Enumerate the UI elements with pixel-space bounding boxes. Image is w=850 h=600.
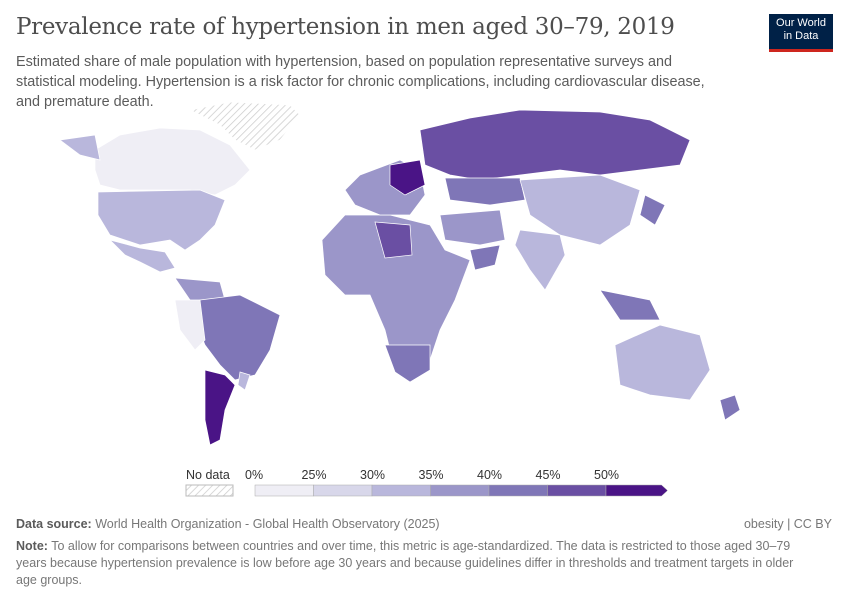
page-title: Prevalence rate of hypertension in men a… [16, 14, 675, 40]
legend-no-data-swatch [185, 484, 234, 497]
logo-line1: Our World [776, 17, 826, 29]
legend-tick: 50% [594, 468, 620, 482]
country-region[interactable] [439, 209, 506, 246]
data-source: Data source: World Health Organization -… [16, 517, 440, 531]
source-text[interactable]: World Health Organization - Global Healt… [95, 517, 440, 531]
country-region[interactable] [639, 194, 666, 226]
logo-line2: in Data [783, 30, 819, 42]
legend-tick: 30% [360, 468, 386, 482]
country-region[interactable] [374, 221, 413, 259]
note-text: To allow for comparisons between countri… [16, 539, 794, 587]
country-region[interactable] [204, 369, 236, 446]
country-region[interactable] [469, 244, 501, 271]
legend-bin-3[interactable] [430, 484, 490, 497]
country-region[interactable] [384, 344, 431, 383]
legend-bin-0[interactable] [254, 484, 314, 497]
country-region[interactable] [237, 371, 251, 391]
legend-no-data-label: No data [186, 468, 230, 482]
country-region[interactable] [514, 229, 566, 291]
source-label: Data source: [16, 517, 92, 531]
owid-logo[interactable]: Our World in Data [769, 14, 833, 52]
country-region[interactable] [59, 134, 101, 161]
country-region[interactable] [94, 127, 251, 196]
country-region[interactable] [174, 299, 206, 351]
country-region[interactable] [444, 177, 526, 206]
legend-bin-4[interactable] [488, 484, 548, 497]
country-region[interactable] [188, 101, 301, 151]
country-region[interactable] [719, 394, 741, 421]
legend-bin-2[interactable] [371, 484, 431, 497]
legend-tick: 45% [535, 468, 561, 482]
legend-bar [185, 484, 668, 497]
world-map[interactable] [0, 100, 850, 460]
country-region[interactable] [108, 239, 176, 273]
country-region[interactable] [519, 174, 641, 246]
legend-tick: 40% [477, 468, 503, 482]
legend-bin-1[interactable] [313, 484, 373, 497]
license[interactable]: obesity | CC BY [743, 517, 832, 531]
legend-tick: 0% [245, 468, 264, 482]
country-region[interactable] [419, 109, 691, 181]
legend-bin-6[interactable] [605, 484, 668, 497]
country-region[interactable] [599, 289, 661, 321]
note-label: Note: [16, 539, 48, 553]
country-region[interactable] [389, 159, 426, 196]
country-region[interactable] [614, 324, 711, 401]
legend-tick: 25% [301, 468, 327, 482]
note: Note: To allow for comparisons between c… [16, 538, 816, 589]
subtitle: Estimated share of male population with … [16, 54, 705, 110]
country-region[interactable] [321, 214, 471, 376]
legend-tick: 35% [418, 468, 444, 482]
country-region[interactable] [97, 189, 226, 251]
country-region[interactable] [194, 294, 281, 381]
legend-bin-5[interactable] [547, 484, 607, 497]
